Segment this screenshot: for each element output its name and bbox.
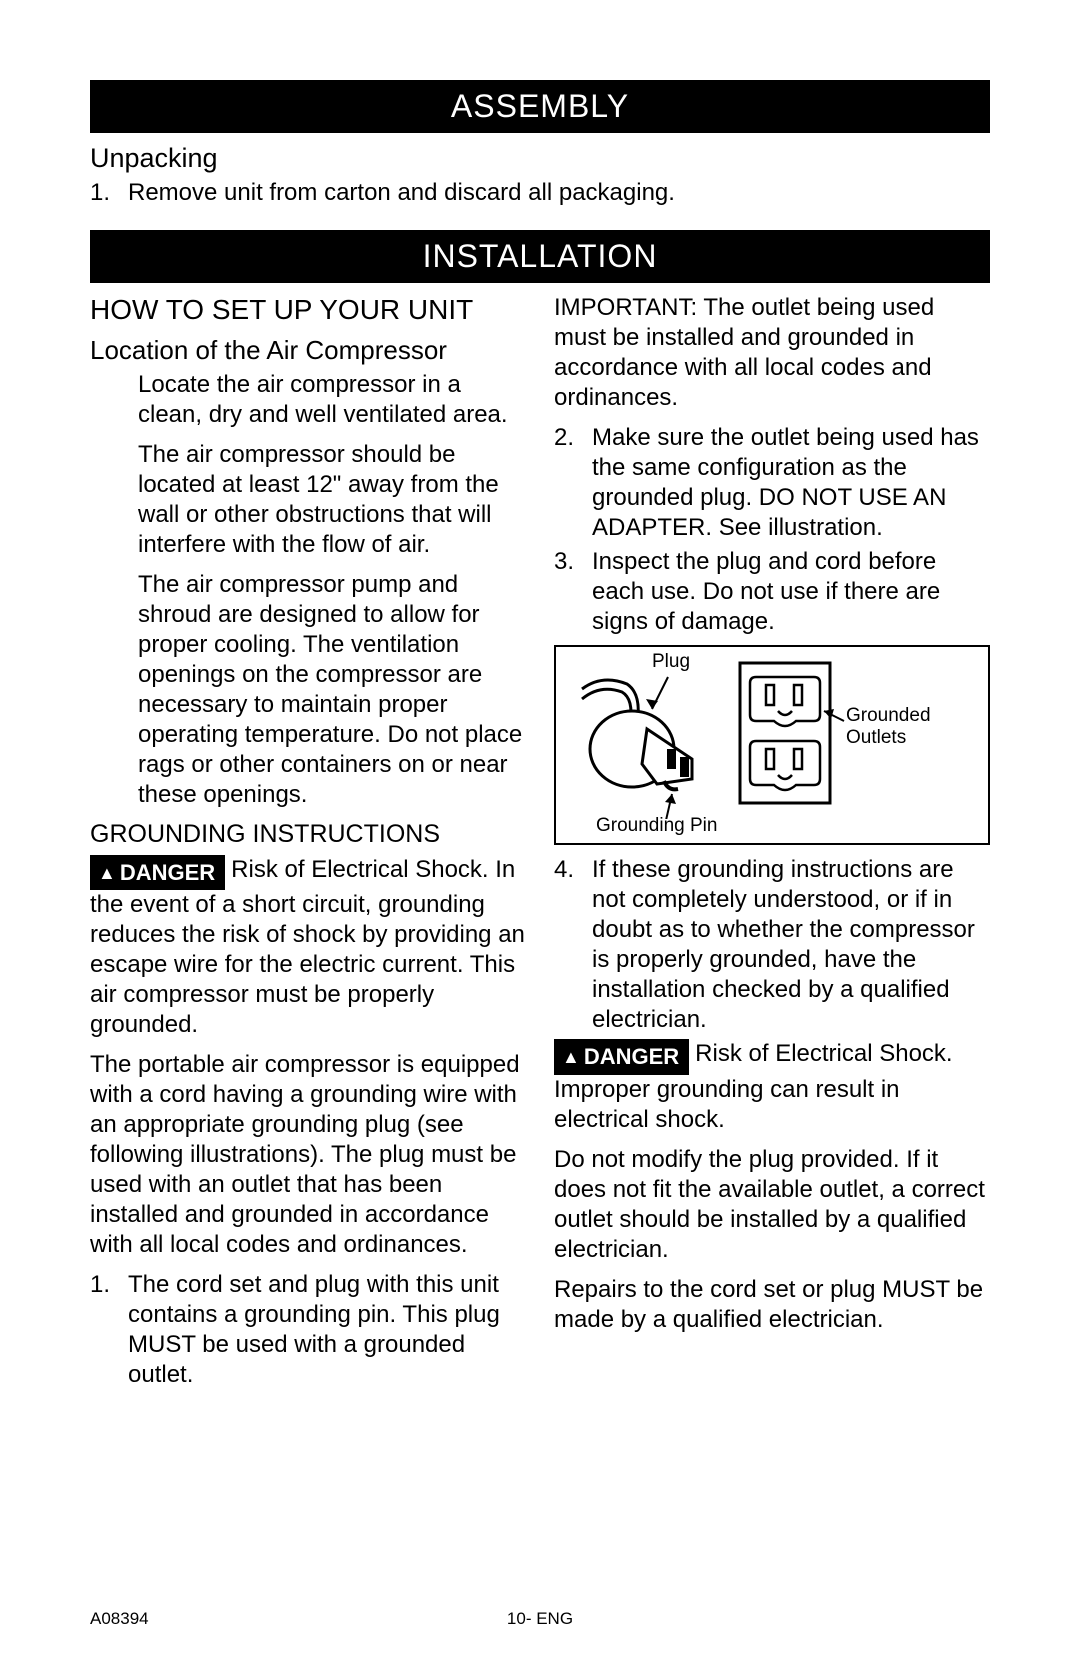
list-number: 1. (90, 178, 128, 208)
location-p1: Locate the air compressor in a clean, dr… (138, 370, 526, 430)
modify-para: Do not modify the plug provided. If it d… (554, 1145, 990, 1265)
unpacking-heading: Unpacking (90, 143, 990, 174)
warning-triangle-icon: ▲ (98, 862, 116, 885)
footer-doc-id: A08394 (90, 1609, 149, 1629)
list-number: 2. (554, 423, 592, 543)
grounding-heading: GROUNDING INSTRUCTIONS (90, 820, 526, 849)
list-text: The cord set and plug with this unit con… (128, 1270, 526, 1390)
danger-label: ▲DANGER (554, 1039, 689, 1075)
danger-block-2: ▲DANGERRisk of Electrical Shock. Imprope… (554, 1039, 990, 1135)
location-p2: The air compressor should be located at … (138, 440, 526, 560)
warning-triangle-icon: ▲ (562, 1046, 580, 1069)
outlet-icon (736, 659, 846, 809)
list-text: Remove unit from carton and discard all … (128, 178, 675, 208)
list-number: 4. (554, 855, 592, 1035)
grounded-label-2: Outlets (846, 727, 906, 749)
page-footer: A08394 10- ENG (90, 1609, 990, 1629)
location-p3: The air compressor pump and shroud are d… (138, 570, 526, 810)
danger-label-text: DANGER (584, 1044, 679, 1069)
footer-page-num: 10- ENG (507, 1609, 573, 1629)
setup-heading: HOW TO SET UP YOUR UNIT (90, 293, 526, 327)
list-number: 3. (554, 547, 592, 637)
danger-label: ▲DANGER (90, 855, 225, 891)
list-text: If these grounding instructions are not … (592, 855, 990, 1035)
assembly-banner: ASSEMBLY (90, 80, 990, 133)
installation-banner: INSTALLATION (90, 230, 990, 283)
list-text: Make sure the outlet being used has the … (592, 423, 990, 543)
grounding-step-4: 4. If these grounding instructions are n… (554, 855, 990, 1035)
danger-label-text: DANGER (120, 860, 215, 885)
grounding-step-1: 1. The cord set and plug with this unit … (90, 1270, 526, 1390)
plug-outlet-illustration: Plug Grounded Outlets Grounding Pin (554, 645, 990, 845)
left-column: HOW TO SET UP YOUR UNIT Location of the … (90, 293, 526, 1394)
unpacking-step-1: 1. Remove unit from carton and discard a… (90, 178, 990, 208)
repairs-para: Repairs to the cord set or plug MUST be … (554, 1275, 990, 1335)
portable-para: The portable air compressor is equipped … (90, 1050, 526, 1260)
right-column: IMPORTANT: The outlet being used must be… (554, 293, 990, 1394)
grounding-step-3: 3. Inspect the plug and cord before each… (554, 547, 990, 637)
list-number: 1. (90, 1270, 128, 1390)
location-heading: Location of the Air Compressor (90, 335, 526, 366)
grounded-label-1: Grounded (846, 705, 931, 727)
important-para: IMPORTANT: The outlet being used must be… (554, 293, 990, 413)
plug-icon (572, 669, 722, 819)
list-text: Inspect the plug and cord before each us… (592, 547, 990, 637)
grounding-step-2: 2. Make sure the outlet being used has t… (554, 423, 990, 543)
danger-block-1: ▲DANGERRisk of Electrical Shock. In the … (90, 855, 526, 1041)
